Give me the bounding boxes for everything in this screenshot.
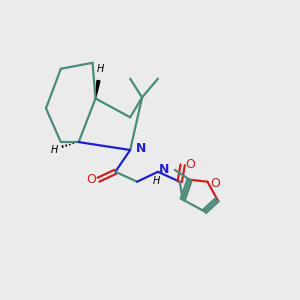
- Text: H: H: [152, 176, 160, 186]
- Text: H: H: [97, 64, 104, 74]
- Polygon shape: [95, 80, 100, 98]
- Text: O: O: [186, 158, 196, 171]
- Text: N: N: [159, 163, 169, 176]
- Text: N: N: [136, 142, 146, 154]
- Text: O: O: [87, 173, 97, 186]
- Text: O: O: [211, 177, 220, 190]
- Text: H: H: [51, 145, 58, 155]
